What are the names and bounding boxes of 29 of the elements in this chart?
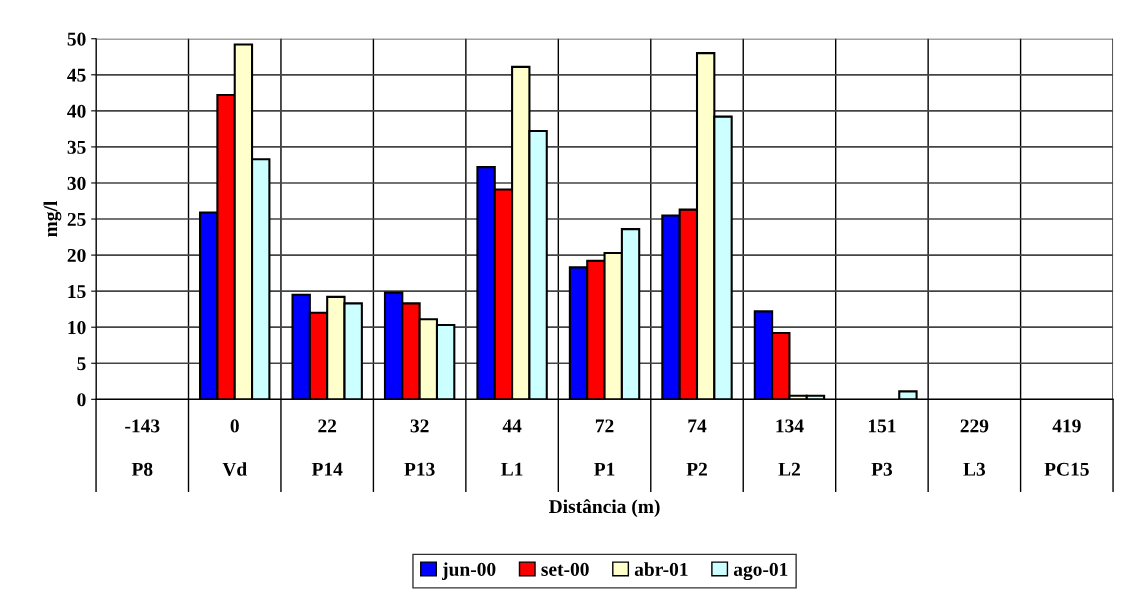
- category-label: 134 L2: [776, 419, 804, 476]
- y-tick-label: 5: [77, 357, 86, 371]
- y-tick-label: 40: [67, 104, 86, 118]
- category-label: 229 L3: [960, 419, 989, 476]
- y-tick-label: 50: [67, 32, 86, 46]
- category-label: 0 Vd: [222, 419, 247, 476]
- category-label: -143 P8: [125, 419, 160, 476]
- y-axis-title: mg/l: [43, 201, 62, 237]
- category-label: 151 P3: [868, 419, 896, 476]
- category-label: 22 P14: [311, 419, 343, 476]
- y-tick-label: 15: [68, 285, 86, 299]
- category-label: 419 PC15: [1044, 419, 1089, 476]
- y-tick-label: 0: [77, 393, 86, 407]
- legend-label: abr-01: [634, 562, 688, 576]
- category-label: 74 P2: [686, 419, 707, 476]
- y-tick-label: 45: [67, 68, 86, 82]
- y-tick-label: 25: [67, 212, 86, 226]
- legend-label: set-00: [541, 562, 589, 576]
- y-tick-label: 35: [67, 140, 86, 154]
- x-axis-title: Distância (m): [549, 499, 660, 518]
- category-label: 32 P13: [404, 419, 435, 476]
- category-label: 72 P1: [594, 419, 615, 476]
- y-tick-label: 30: [67, 176, 86, 190]
- y-tick-label: 10: [68, 321, 86, 335]
- legend-label: ago-01: [733, 562, 788, 581]
- bar: [898, 390, 918, 400]
- category-label: 44 L1: [501, 419, 523, 476]
- legend-label: jun-00: [441, 562, 496, 580]
- y-tick-label: 20: [67, 248, 86, 263]
